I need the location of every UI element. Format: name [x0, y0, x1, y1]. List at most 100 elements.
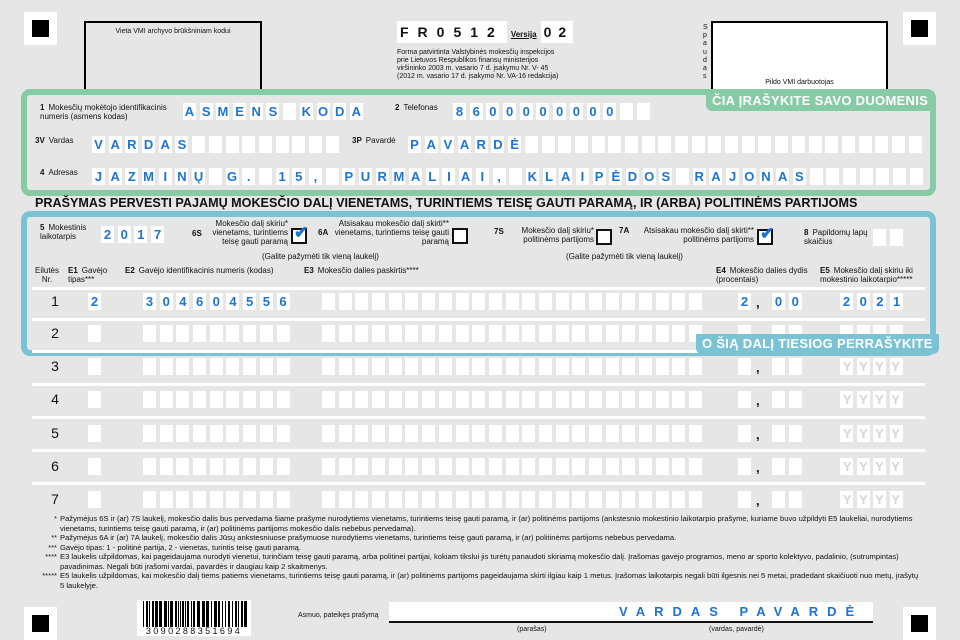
char-box[interactable]: [243, 458, 257, 475]
char-box[interactable]: 1: [275, 168, 289, 185]
char-box[interactable]: Z: [125, 168, 139, 185]
char-box[interactable]: 8: [453, 103, 466, 120]
char-box[interactable]: 6: [193, 293, 207, 310]
char-box[interactable]: [738, 391, 751, 408]
char-box[interactable]: 6: [469, 103, 483, 120]
char-box[interactable]: [572, 293, 586, 310]
char-box[interactable]: [772, 425, 785, 442]
char-box[interactable]: [276, 425, 290, 442]
char-box[interactable]: [143, 391, 156, 408]
char-box[interactable]: Ė: [609, 168, 623, 185]
char-box[interactable]: V: [441, 136, 455, 153]
char-box[interactable]: O: [742, 168, 756, 185]
percent-dec-field[interactable]: [772, 391, 805, 408]
recipient-id-field[interactable]: [143, 458, 293, 475]
char-box[interactable]: [355, 425, 369, 442]
char-box[interactable]: [522, 325, 536, 342]
percent-dec-field[interactable]: [772, 358, 805, 375]
char-box[interactable]: [624, 136, 638, 153]
checkbox-6a[interactable]: [452, 228, 468, 244]
char-box[interactable]: [276, 358, 290, 375]
char-box[interactable]: [259, 391, 273, 408]
char-box[interactable]: [455, 358, 469, 375]
char-box[interactable]: A: [183, 103, 196, 120]
char-box[interactable]: [388, 391, 402, 408]
char-box[interactable]: [775, 136, 789, 153]
char-box[interactable]: [438, 325, 452, 342]
char-box[interactable]: [422, 458, 436, 475]
char-box[interactable]: [808, 136, 822, 153]
char-box[interactable]: [589, 391, 602, 408]
char-box[interactable]: [856, 458, 870, 475]
char-box[interactable]: [840, 358, 853, 375]
char-box[interactable]: [355, 458, 369, 475]
char-box[interactable]: [208, 168, 222, 185]
char-box[interactable]: R: [692, 168, 706, 185]
char-box[interactable]: [691, 136, 705, 153]
char-box[interactable]: [672, 458, 686, 475]
checkbox-7a[interactable]: ✔: [757, 225, 774, 245]
percent-int-field[interactable]: 2: [738, 293, 755, 310]
char-box[interactable]: [538, 491, 552, 508]
char-box[interactable]: [572, 425, 586, 442]
char-box[interactable]: [455, 458, 469, 475]
char-box[interactable]: [555, 325, 569, 342]
char-box[interactable]: I: [575, 168, 589, 185]
char-box[interactable]: I: [158, 168, 172, 185]
char-box[interactable]: [322, 425, 335, 442]
char-box[interactable]: [388, 425, 402, 442]
char-box[interactable]: [538, 425, 552, 442]
char-box[interactable]: 2: [101, 226, 114, 243]
char-box[interactable]: [372, 458, 386, 475]
char-box[interactable]: [338, 325, 352, 342]
char-box[interactable]: [88, 391, 101, 408]
char-box[interactable]: [522, 491, 536, 508]
char-box[interactable]: 0: [117, 226, 131, 243]
recipient-type-field[interactable]: [88, 491, 105, 508]
char-box[interactable]: [438, 458, 452, 475]
char-box[interactable]: [472, 325, 486, 342]
char-box[interactable]: [388, 293, 402, 310]
char-box[interactable]: [209, 458, 223, 475]
char-box[interactable]: [589, 325, 602, 342]
char-box[interactable]: [672, 491, 686, 508]
char-box[interactable]: [276, 491, 290, 508]
char-box[interactable]: [209, 325, 223, 342]
char-box[interactable]: [840, 425, 853, 442]
char-box[interactable]: [655, 425, 669, 442]
char-box[interactable]: I: [475, 168, 489, 185]
char-box[interactable]: [689, 458, 703, 475]
char-box[interactable]: [438, 425, 452, 442]
recipient-id-field[interactable]: [143, 391, 293, 408]
char-box[interactable]: N: [249, 103, 263, 120]
char-box[interactable]: [641, 136, 655, 153]
char-box[interactable]: [524, 136, 538, 153]
char-box[interactable]: [538, 458, 552, 475]
char-box[interactable]: [455, 491, 469, 508]
char-box[interactable]: [243, 391, 257, 408]
char-box[interactable]: [505, 425, 519, 442]
char-box[interactable]: [538, 325, 552, 342]
char-box[interactable]: [209, 491, 223, 508]
char-box[interactable]: M: [216, 103, 230, 120]
char-box[interactable]: 2: [873, 293, 887, 310]
char-box[interactable]: [243, 491, 257, 508]
char-box[interactable]: [605, 358, 619, 375]
checkbox-6s[interactable]: ✔: [291, 224, 308, 244]
recipient-type-field[interactable]: [88, 391, 105, 408]
until-period-field[interactable]: [840, 391, 907, 408]
char-box[interactable]: [338, 358, 352, 375]
char-box[interactable]: [856, 391, 870, 408]
char-box[interactable]: [338, 425, 352, 442]
char-box[interactable]: [509, 168, 523, 185]
percent-int-field[interactable]: [738, 391, 755, 408]
char-box[interactable]: [809, 168, 823, 185]
char-box[interactable]: [422, 358, 436, 375]
char-box[interactable]: [438, 391, 452, 408]
char-box[interactable]: [873, 391, 887, 408]
char-box[interactable]: [472, 391, 486, 408]
char-box[interactable]: [159, 491, 173, 508]
char-box[interactable]: [689, 491, 703, 508]
